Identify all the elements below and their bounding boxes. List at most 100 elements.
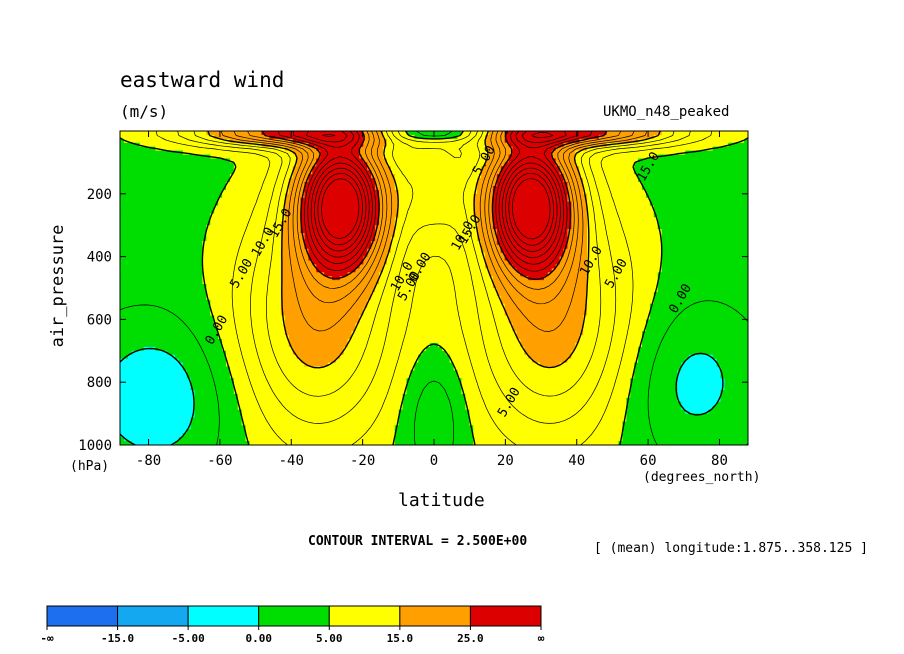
contour-fill-cell [555,170,561,175]
contour-fill-cell [441,229,447,234]
contour-fill-cell [634,225,639,230]
contour-fill-cell [587,197,592,203]
contour-fill-cell [685,166,690,171]
contour-fill-cell [331,248,337,254]
contour-fill-cell [634,248,639,254]
contour-fill-cell [728,229,733,234]
contour-fill-cell [214,233,219,238]
contour-fill-cell [390,225,396,230]
contour-fill-cell [630,217,635,222]
contour-fill-cell [453,248,459,254]
contour-fill-cell [551,178,557,183]
contour-fill-cell [594,236,600,242]
contour-fill-cell [155,252,160,258]
contour-fill-cell [638,170,643,175]
contour-fill-cell [634,221,639,226]
contour-fill-cell [536,154,541,160]
contour-fill-cell [744,236,748,242]
contour-fill-cell [602,225,608,230]
contour-fill-cell [461,162,466,167]
contour-fill-cell [120,154,125,160]
contour-fill-cell [159,138,164,144]
contour-fill-cell [382,217,388,222]
contour-fill-cell [316,182,321,187]
contour-fill-cell [386,240,392,246]
contour-fill-cell [587,248,592,254]
contour-fill-cell [379,138,384,144]
contour-fill-cell [347,213,353,218]
contour-fill-cell [598,154,604,160]
contour-fill-cell [320,240,325,246]
contour-fill-cell [539,189,545,195]
contour-fill-cell [638,233,643,238]
contour-fill-cell [237,240,243,246]
contour-fill-cell [277,244,282,250]
contour-fill-cell [402,170,408,175]
contour-fill-cell [579,229,584,234]
contour-fill-cell [649,225,655,230]
contour-fill-cell [657,193,663,199]
contour-fill-cell [653,158,659,163]
contour-fill-cell [418,158,423,163]
contour-fill-cell [222,209,227,215]
contour-fill-cell [488,201,494,207]
contour-fill-cell [575,170,580,175]
contour-fill-cell [382,189,388,195]
contour-fill-cell [277,182,282,187]
contour-fill-cell [610,205,616,211]
contour-fill-cell [127,193,133,199]
contour-fill-cell [328,197,333,203]
contour-fill-cell [371,213,376,218]
contour-fill-cell [657,217,663,222]
contour-fill-cell [225,174,231,179]
contour-fill-cell [296,217,302,222]
contour-fill-cell [167,150,172,156]
contour-fill-cell [155,174,160,179]
contour-fill-cell [143,178,149,183]
contour-fill-cell [143,170,149,175]
contour-fill-cell [689,134,694,140]
contour-fill-cell [198,142,204,148]
contour-fill-cell [198,221,204,226]
contour-fill-cell [390,201,396,207]
contour-fill-cell [594,162,600,167]
contour-fill-cell [744,170,748,175]
contour-fill-cell [320,166,325,171]
contour-fill-cell [559,217,565,222]
contour-fill-cell [434,174,439,179]
contour-fill-cell [618,189,623,195]
contour-fill-cell [606,146,612,152]
contour-fill-cell [473,182,478,187]
contour-fill-cell [536,236,541,242]
contour-fill-cell [536,229,541,234]
contour-fill-cell [375,201,380,207]
contour-fill-cell [712,197,718,203]
contour-fill-cell [347,189,353,195]
contour-fill-cell [120,162,125,167]
contour-fill-cell [704,162,710,167]
contour-fill-cell [131,142,137,148]
contour-fill-cell [744,138,748,144]
contour-fill-cell [504,221,510,226]
contour-fill-cell [375,248,380,254]
contour-fill-cell [159,205,164,211]
contour-fill-cell [689,174,694,179]
contour-fill-cell [351,217,357,222]
contour-fill-cell [504,146,510,152]
contour-fill-cell [249,154,255,160]
contour-fill-cell [665,233,671,238]
contour-fill-cell [638,217,643,222]
contour-fill-cell [324,146,329,152]
contour-fill-cell [669,209,675,215]
contour-fill-cell [296,138,302,144]
contour-fill-cell [516,158,521,163]
contour-fill-cell [174,185,180,191]
contour-fill-cell [724,213,729,218]
contour-fill-cell [669,217,675,222]
contour-fill-cell [422,134,427,140]
contour-fill-cell [328,201,333,207]
contour-fill-cell [426,154,431,160]
contour-fill-cell [728,170,733,175]
contour-fill-cell [457,193,463,199]
contour-fill-cell [367,146,372,152]
